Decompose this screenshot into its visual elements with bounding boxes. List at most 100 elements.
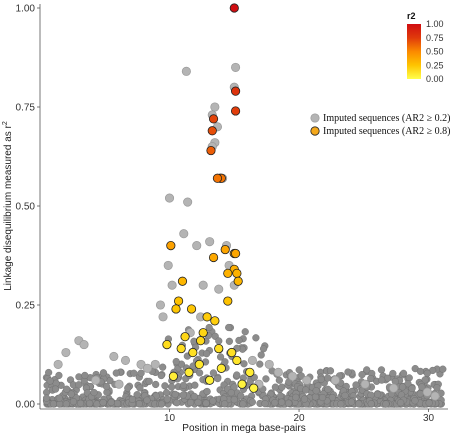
background-point — [75, 381, 83, 389]
background-point — [411, 397, 419, 405]
background-point — [397, 399, 405, 407]
background-point — [93, 400, 101, 408]
point-ar2-0.2 — [120, 355, 131, 365]
background-point — [418, 383, 426, 391]
background-point — [271, 399, 279, 407]
point-ar2-0.8 — [245, 367, 255, 377]
background-point — [161, 382, 169, 390]
background-point — [173, 399, 181, 407]
point-ar2-0.2 — [192, 241, 202, 251]
background-point — [408, 384, 416, 392]
axes — [39, 4, 448, 410]
legend-marker-ar2-0.2 — [310, 113, 320, 123]
background-point — [55, 371, 63, 380]
point-ar2-0.2 — [142, 363, 153, 373]
y-tick-label: 0.75 — [16, 103, 36, 114]
point-ar2-0.2 — [422, 387, 432, 397]
colorbar-tick-label: 0.00 — [426, 74, 444, 84]
point-ar2-0.8 — [166, 241, 176, 251]
point-ar2-0.2 — [79, 340, 89, 350]
background-point — [277, 392, 285, 400]
legend-marker-ar2-0.8 — [310, 126, 320, 136]
background-point — [439, 365, 447, 373]
background-point — [194, 398, 202, 406]
point-ar2-0.8 — [230, 106, 241, 116]
background-point — [262, 375, 270, 383]
point-ar2-0.2 — [183, 197, 193, 207]
background-point — [81, 371, 89, 380]
point-ar2-0.2 — [53, 359, 63, 369]
background-point — [377, 366, 386, 374]
background-point — [203, 387, 211, 396]
y-tick-label: 0.50 — [16, 202, 36, 213]
point-ar2-0.2 — [164, 193, 175, 203]
background-point — [51, 385, 60, 393]
background-point — [221, 358, 229, 366]
background-point — [337, 400, 345, 408]
background-point — [69, 398, 78, 406]
point-ar2-0.8 — [196, 336, 206, 346]
point-ar2-0.8 — [198, 328, 208, 338]
point-ar2-0.2 — [167, 280, 177, 290]
point-ar2-0.8 — [162, 339, 172, 350]
point-ar2-0.2 — [155, 300, 166, 310]
point-ar2-0.8 — [176, 343, 186, 354]
background-point — [46, 377, 54, 385]
point-ar2-0.8 — [208, 114, 219, 124]
point-ar2-0.8 — [206, 145, 216, 156]
point-ar2-0.2 — [136, 359, 146, 369]
point-ar2-0.8 — [168, 371, 179, 381]
background-point — [318, 393, 327, 402]
background-point — [171, 390, 179, 398]
point-ar2-0.8 — [237, 379, 247, 389]
y-tick-label: 0.00 — [16, 400, 36, 411]
colorbar-ticks: 1.00 0.75 0.50 0.25 0.00 — [426, 19, 444, 84]
point-ar2-0.2 — [109, 351, 119, 362]
point-ar2-0.8 — [230, 86, 241, 96]
background-point — [271, 383, 279, 391]
background-point — [112, 369, 120, 377]
background-point — [157, 371, 165, 380]
background-point — [404, 380, 412, 388]
background-point — [233, 371, 241, 379]
background-point — [186, 399, 195, 407]
point-ar2-0.8 — [220, 244, 230, 255]
background-point — [347, 398, 356, 406]
y-axis-label-superscript: 2 — [2, 121, 9, 125]
colorbar-title: r2 — [407, 11, 416, 21]
background-point — [275, 376, 283, 384]
point-ar2-0.2 — [247, 355, 257, 365]
background-point — [145, 377, 153, 385]
background-point — [259, 345, 268, 353]
background-point — [163, 395, 171, 403]
x-tick-label: 20 — [293, 413, 305, 424]
point-ar2-0.2 — [288, 371, 298, 381]
point-ar2-0.2 — [273, 367, 283, 377]
background-point — [107, 398, 115, 406]
background-point — [295, 366, 303, 374]
point-ar2-0.8 — [249, 383, 259, 393]
point-ar2-0.8 — [184, 367, 194, 377]
points-layer — [42, 3, 447, 408]
background-point — [168, 383, 176, 391]
background-point — [241, 328, 249, 336]
background-point — [209, 369, 218, 377]
background-point — [421, 376, 429, 384]
point-ar2-0.2 — [430, 391, 440, 401]
background-point — [235, 336, 243, 345]
background-point — [389, 369, 397, 378]
point-ar2-0.8 — [208, 252, 219, 263]
y-axis-label: Linkage disequilibrium measured as r2 — [2, 121, 14, 291]
point-ar2-0.8 — [230, 248, 241, 259]
background-point — [76, 399, 85, 407]
background-point — [214, 374, 222, 383]
background-point — [252, 334, 260, 342]
point-ar2-0.8 — [216, 363, 226, 373]
background-point — [311, 393, 320, 401]
background-point — [172, 357, 180, 366]
point-ar2-0.8 — [223, 268, 233, 278]
background-point — [158, 400, 166, 408]
y-tick-label: 0.25 — [16, 301, 36, 312]
legend: Imputed sequences (AR2 ≥ 0.2) Imputed se… — [310, 113, 450, 137]
background-point — [143, 396, 151, 404]
